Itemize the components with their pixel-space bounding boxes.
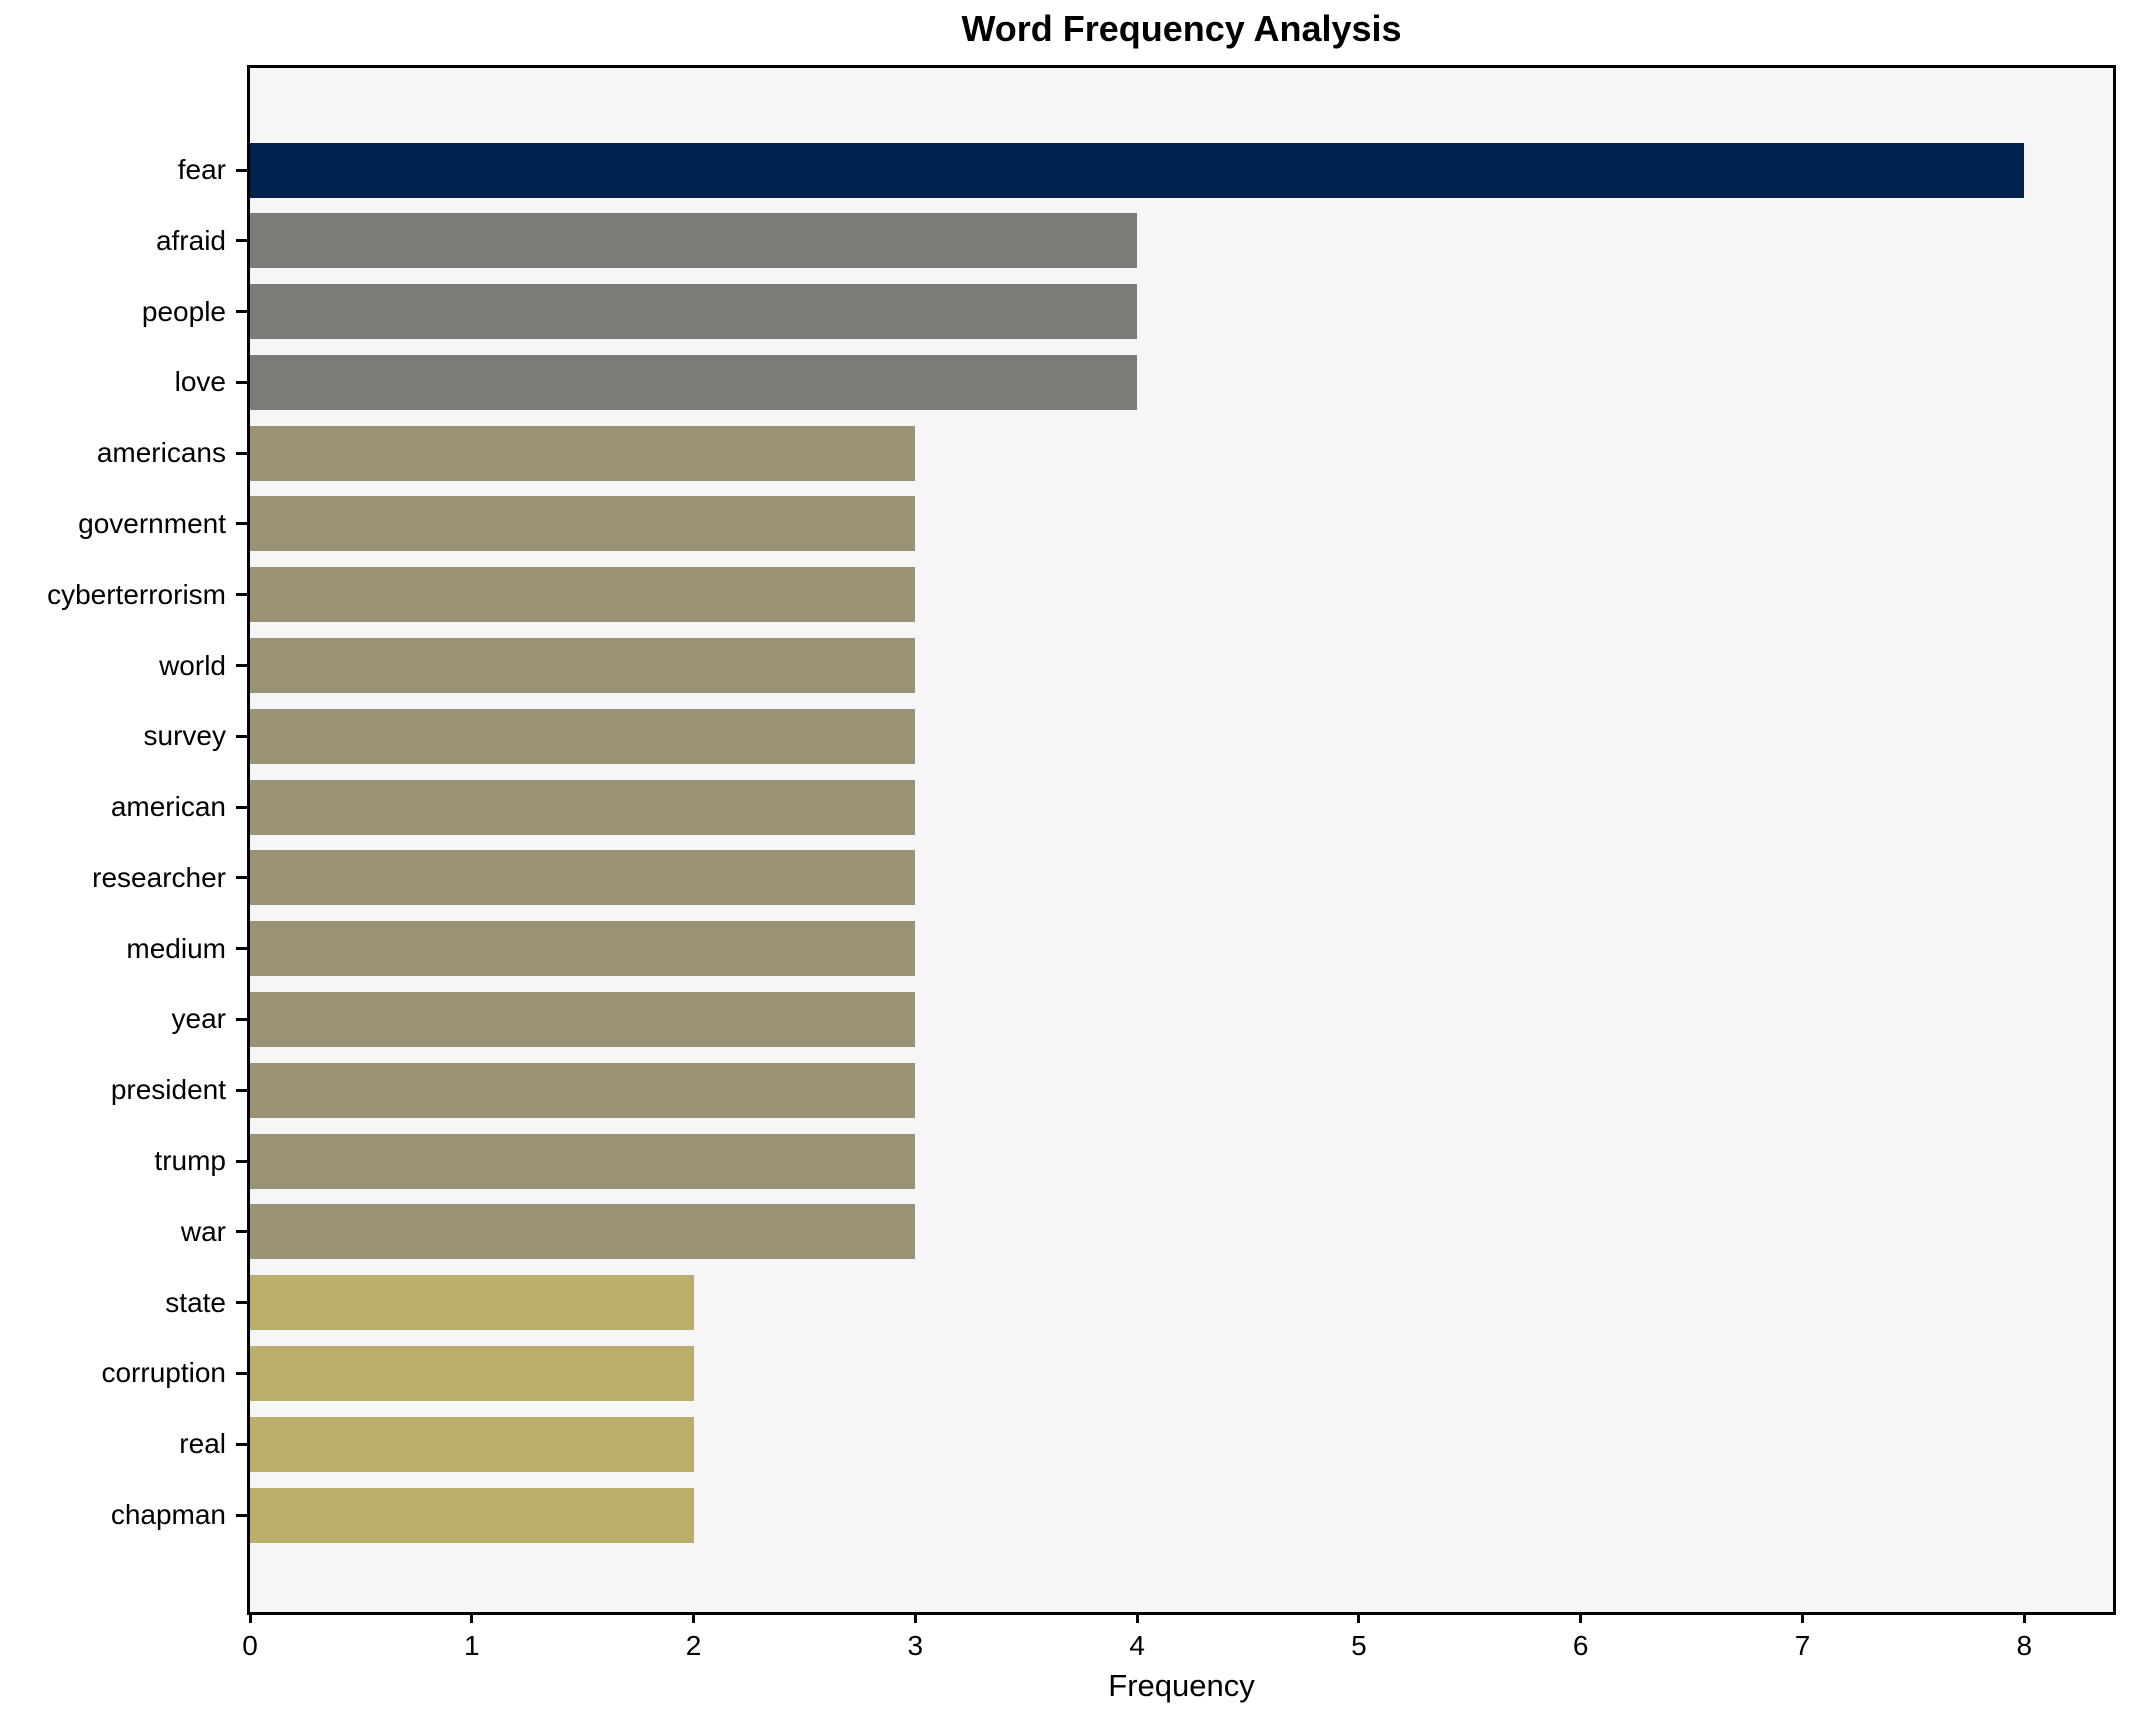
y-tick-mark [236,310,247,314]
bar-trump [250,1133,916,1189]
y-tick-mark [236,451,247,455]
y-tick-mark [236,593,247,597]
x-tick-label-5: 5 [1351,1630,1367,1661]
x-tick-label-3: 3 [907,1630,924,1661]
y-tick-label-people: people [141,295,226,327]
x-tick-mark [1579,1612,1583,1623]
y-tick-mark [236,1088,247,1092]
bar-world [250,638,916,694]
y-tick-label-survey: survey [143,720,226,752]
x-tick-mark [1135,1612,1139,1623]
bar-survey [250,708,916,764]
x-tick-label-1: 1 [463,1630,480,1661]
bar-chapman [250,1487,694,1543]
bar-american [250,779,916,835]
x-tick-mark [1357,1612,1361,1623]
bar-government [250,496,916,552]
y-tick-mark [236,805,247,809]
y-tick-label-afraid: afraid [155,224,226,256]
bar-president [250,1062,916,1118]
bar-love [250,354,1138,410]
x-tick-mark [692,1612,696,1623]
x-tick-mark [2022,1612,2026,1623]
x-tick-mark [913,1612,917,1623]
y-tick-label-medium: medium [126,932,226,964]
bar-cyberterrorism [250,567,916,623]
y-tick-label-war: war [180,1215,226,1247]
y-tick-label-state: state [165,1286,226,1318]
y-tick-mark [236,522,247,526]
y-tick-label-trump: trump [154,1145,226,1177]
bar-americans [250,425,916,481]
y-tick-mark [236,664,247,668]
y-tick-label-world: world [159,649,226,681]
x-tick-mark [470,1612,474,1623]
bar-afraid [250,213,1138,269]
y-tick-mark [236,1159,247,1163]
y-tick-mark [236,876,247,880]
y-tick-label-cyberterrorism: cyberterrorism [47,578,226,610]
y-tick-label-president: president [110,1074,226,1106]
x-axis-label: Frequency [1108,1668,1255,1703]
y-tick-mark [236,1017,247,1021]
y-tick-label-chapman: chapman [110,1499,226,1530]
y-tick-mark [236,239,247,243]
y-tick-label-year: year [171,1003,226,1035]
x-tick-label-8: 8 [2016,1630,2033,1661]
y-tick-label-real: real [179,1428,226,1460]
plot-area [247,65,2116,1615]
bar-fear [250,142,2025,198]
y-tick-mark [236,947,247,951]
y-tick-mark [236,380,247,384]
x-tick-label-7: 7 [1794,1630,1811,1661]
y-tick-label-government: government [78,507,226,539]
y-tick-mark [236,1371,247,1375]
bar-year [250,991,916,1047]
x-tick-label-4: 4 [1129,1630,1145,1661]
bar-real [250,1416,694,1472]
bar-state [250,1275,694,1331]
x-tick-label-0: 0 [242,1630,258,1661]
y-tick-mark [236,1230,247,1234]
y-tick-label-researcher: researcher [92,861,226,893]
bar-medium [250,921,916,977]
bar-researcher [250,850,916,906]
y-tick-mark [236,168,247,172]
chart-title: Word Frequency Analysis [961,8,1402,49]
x-tick-label-2: 2 [685,1630,702,1661]
y-tick-label-love: love [174,366,226,398]
bar-people [250,284,1138,340]
bar-war [250,1204,916,1260]
bar-corruption [250,1345,694,1401]
y-tick-mark [236,1301,247,1305]
x-tick-mark [1801,1612,1804,1623]
y-tick-label-americans: americans [96,437,226,469]
y-tick-mark [236,1442,247,1446]
y-tick-label-corruption: corruption [101,1357,226,1389]
y-tick-mark [236,734,247,738]
x-tick-mark [248,1612,252,1623]
x-tick-label-6: 6 [1572,1630,1589,1661]
y-tick-label-fear: fear [177,154,226,185]
y-tick-mark [236,1513,247,1517]
y-tick-label-american: american [110,791,226,823]
